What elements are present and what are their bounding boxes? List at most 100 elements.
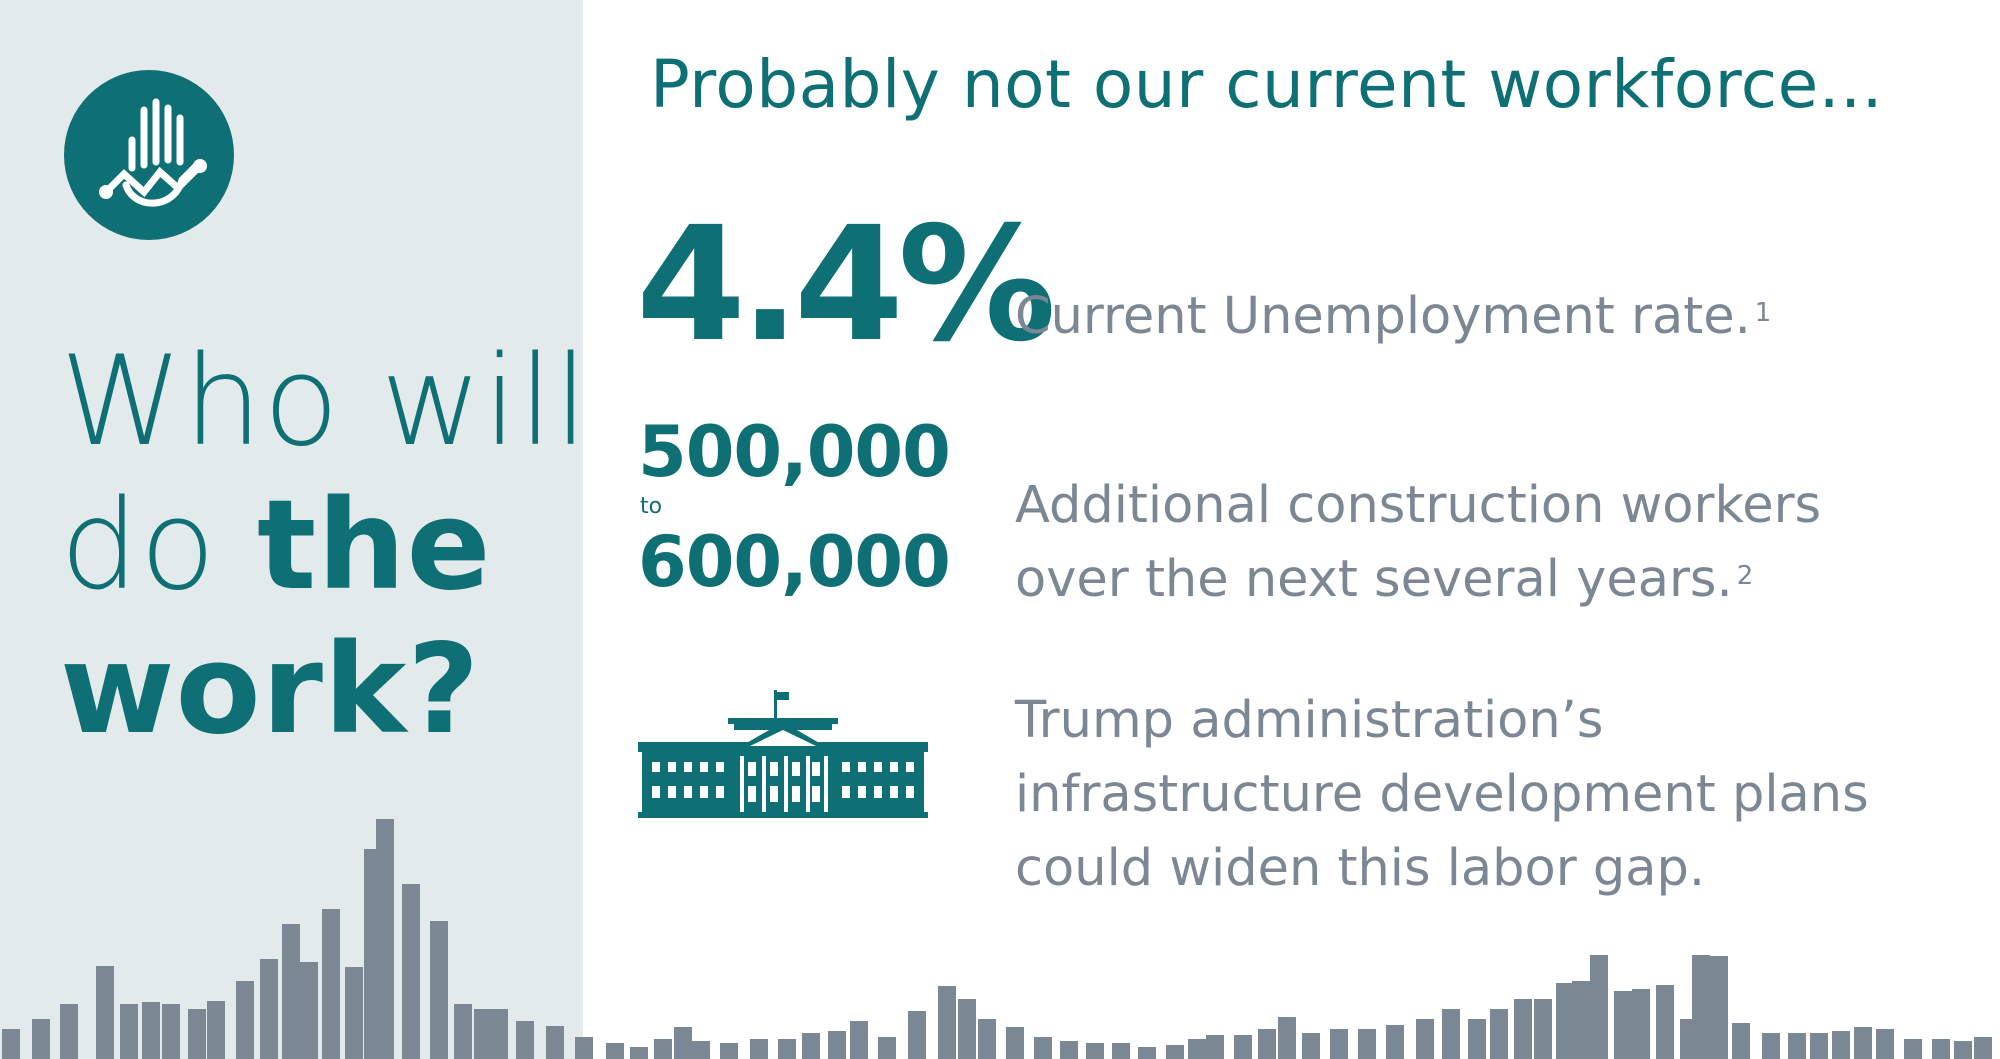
skyline-bar (1614, 991, 1632, 1059)
skyline-bar (345, 967, 363, 1059)
skyline-bar (1468, 1019, 1486, 1059)
skyline-bar (1590, 955, 1608, 1059)
skyline-bar (1904, 1039, 1922, 1059)
skyline-bar (322, 909, 340, 1059)
infrastructure-description-line-3: could widen this labor gap. (1015, 839, 1706, 898)
skyline-bar (402, 884, 420, 1059)
skyline-bar (575, 1037, 593, 1059)
skyline-bar (376, 819, 394, 1059)
skyline-bar (1206, 1035, 1224, 1059)
skyline-bar (490, 1009, 508, 1059)
skyline-bar (516, 1021, 534, 1059)
skyline-bar (1442, 1009, 1460, 1059)
workers-description: Additional construction workers over the… (1015, 469, 1821, 617)
unemployment-rate-description: Current Unemployment rate. 1 (1015, 280, 1771, 354)
skyline-bar (1234, 1035, 1252, 1059)
skyline-bar (978, 1019, 996, 1059)
skyline-bar (430, 921, 448, 1059)
skyline-bar (938, 986, 956, 1059)
workers-description-line-2: over the next several years. 2 (1015, 543, 1821, 617)
headline-line-1: Who will (60, 330, 590, 474)
skyline-bar (96, 966, 114, 1059)
skyline-bar (958, 999, 976, 1059)
skyline-bar (454, 1004, 472, 1059)
skyline-bar (207, 1001, 225, 1059)
skyline-bar (878, 1037, 896, 1059)
skyline-bar (1358, 1029, 1376, 1059)
skyline-bar (2, 1029, 20, 1059)
skyline-bar (1876, 1029, 1894, 1059)
hand-chart-logo-icon (99, 98, 207, 207)
footnote-1: 1 (1754, 298, 1772, 328)
skyline-bar (674, 1027, 692, 1059)
skyline-bar (260, 959, 278, 1059)
skyline-bar (162, 1004, 180, 1059)
skyline-bar (1006, 1027, 1024, 1059)
skyline-bar (692, 1041, 710, 1059)
headline-line-2: do the (60, 474, 570, 618)
skyline-bar (1854, 1027, 1872, 1059)
unemployment-rate-label: Current Unemployment rate. (1015, 287, 1751, 346)
unemployment-rate-value: 4.4% (636, 193, 1056, 377)
skyline-bar (1188, 1039, 1206, 1059)
skyline-bar (1416, 1019, 1434, 1059)
skyline-bar (1514, 999, 1532, 1059)
skyline-bar (1656, 985, 1674, 1059)
infrastructure-description-line-2: infrastructure development plans (1015, 765, 1869, 824)
skyline-bar (1086, 1043, 1104, 1059)
skyline-bar (188, 1009, 206, 1059)
headline-line-3: work? (60, 618, 481, 762)
skyline-bar (1932, 1039, 1950, 1059)
skyline-bar (1386, 1025, 1404, 1059)
skyline-bar (1138, 1047, 1156, 1059)
skyline-bar (1692, 955, 1710, 1059)
skyline-bar (1810, 1033, 1828, 1059)
skyline-bar (60, 1004, 78, 1059)
skyline-bar (1302, 1033, 1320, 1059)
skyline-bar (1572, 981, 1590, 1059)
skyline-bar (1034, 1037, 1052, 1059)
skyline-bar (1556, 983, 1574, 1059)
skyline-bar (778, 1039, 796, 1059)
skyline-bar (1788, 1033, 1806, 1059)
logo (64, 70, 234, 240)
skyline-bar (1166, 1045, 1184, 1059)
skyline-bar (1974, 1037, 1992, 1059)
skyline-bar (142, 1002, 160, 1059)
skyline-bar (120, 1004, 138, 1059)
headline-line-2-bold: the (257, 474, 492, 618)
skyline-bar (654, 1039, 672, 1059)
footnote-2: 2 (1736, 561, 1754, 591)
workers-range-from: 500,000 (638, 411, 951, 493)
skyline-bar (1330, 1029, 1348, 1059)
workers-range: 500,000 to 600,000 (638, 411, 951, 602)
skyline-bar (282, 924, 300, 1059)
skyline-bar (1732, 1023, 1750, 1059)
skyline-bar (630, 1047, 648, 1059)
skyline-bar (1762, 1033, 1780, 1059)
skyline-bar (1710, 956, 1728, 1059)
skyline-bar (606, 1043, 624, 1059)
skyline-bar (32, 1019, 50, 1059)
skyline-bar (300, 962, 318, 1059)
white-house-icon (638, 690, 928, 824)
workers-description-line-1: Additional construction workers (1015, 476, 1822, 535)
skyline-bar (720, 1043, 738, 1059)
skyline-bar (1832, 1031, 1850, 1059)
skyline-bar (236, 981, 254, 1059)
skyline-bar (1112, 1043, 1130, 1059)
subtitle: Probably not our current workforce... (650, 46, 1884, 123)
skyline-bar (1534, 999, 1552, 1059)
skyline-bar (802, 1033, 820, 1059)
skyline-bar (850, 1021, 868, 1059)
skyline-bar (908, 1011, 926, 1059)
headline: Who will do the work? (60, 330, 590, 762)
skyline-bar (828, 1031, 846, 1059)
skyline-bar (1278, 1017, 1296, 1059)
headline-line-2-light: do (60, 474, 257, 618)
infrastructure-description-line-1: Trump administration’s (1015, 691, 1604, 750)
workers-description-line-2-text: over the next several years. (1015, 550, 1733, 609)
skyline-bar (1490, 1009, 1508, 1059)
skyline-bar (1258, 1029, 1276, 1059)
